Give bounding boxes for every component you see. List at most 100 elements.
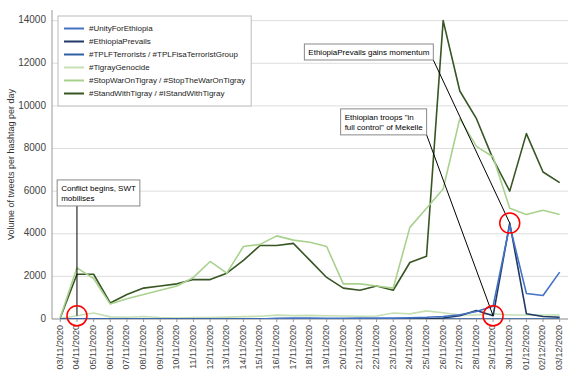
annotation-line: EthiopiaPrevails gains momentum xyxy=(308,48,429,57)
annotation-leader xyxy=(76,206,77,316)
annotation-text: Ethiopian troops "infull control" of Mek… xyxy=(345,113,424,132)
x-tick-label: 17/11/2020 xyxy=(288,325,298,369)
x-tick xyxy=(110,319,111,322)
legend-label: #StopWarOnTigray / #StopTheWarOnTigray xyxy=(89,76,245,85)
x-tick xyxy=(60,319,61,322)
x-tick-label: 26/11/2020 xyxy=(438,325,448,369)
x-tick xyxy=(343,319,344,322)
annotation-text: EthiopiaPrevails gains momentum xyxy=(308,48,429,57)
y-tick-label: 8000 xyxy=(24,142,47,153)
x-tick xyxy=(509,319,510,322)
annotation-box xyxy=(57,180,140,206)
annotations: Conflict begins, SWTmobilises Ethiopian t… xyxy=(57,44,520,326)
x-tick-label: 28/11/2020 xyxy=(471,325,481,369)
series-line xyxy=(60,21,559,318)
x-tick-label: 01/12/2020 xyxy=(521,325,531,370)
legend-label: #UnityForEthiopia xyxy=(89,24,153,33)
annotation-line: Conflict begins, SWT xyxy=(61,184,136,193)
x-tick xyxy=(176,319,177,322)
legend: #UnityForEthiopia #EthiopiaPrevails #TPLFT… xyxy=(58,16,251,106)
x-tick xyxy=(476,319,477,322)
y-axis-label: Volume of tweets per hashtag per day xyxy=(6,88,16,240)
legend-swatch xyxy=(64,54,84,56)
x-tick xyxy=(226,319,227,322)
legend-box xyxy=(58,16,251,106)
x-tick-label: 03/11/2020 xyxy=(55,325,65,369)
annotation-leader xyxy=(433,60,509,223)
x-tick-label: 11/11/2020 xyxy=(188,325,198,369)
series-line xyxy=(60,119,559,318)
x-tick xyxy=(310,319,311,322)
x-tick-label: 02/12/2020 xyxy=(537,325,547,370)
legend-label: #StandWithTigray / #IStandWithTigray xyxy=(89,89,224,98)
legend-swatch xyxy=(64,41,84,43)
legend-label: #EthiopiaPrevails xyxy=(89,37,151,46)
series-line xyxy=(60,311,559,318)
x-tick-label: 13/11/2020 xyxy=(221,325,231,369)
x-tick xyxy=(276,319,277,322)
y-tick-label: 4000 xyxy=(24,227,47,238)
grid xyxy=(52,21,568,319)
y-tick-label: 6000 xyxy=(24,185,47,196)
annotation: Ethiopian troops "infull control" of Mek… xyxy=(341,109,503,326)
annotation-box xyxy=(304,44,433,60)
x-tick-label: 25/11/2020 xyxy=(421,325,431,369)
legend-label: #TPLFTerrorists / #TPLFisaTerroristGroup xyxy=(89,50,238,59)
x-tick-label: 03/12/2020 xyxy=(554,325,564,370)
grid-line xyxy=(52,276,568,277)
grid-line xyxy=(52,148,568,149)
x-tick xyxy=(426,319,427,322)
annotation-circle xyxy=(500,213,520,233)
lines xyxy=(60,21,559,319)
x-tick-label: 21/11/2020 xyxy=(354,325,364,369)
x-tick xyxy=(493,319,494,322)
x-tick-label: 24/11/2020 xyxy=(404,325,414,369)
y-tick-label: 12000 xyxy=(18,57,46,68)
chart: 0200040006000800010000120001400003/11/20… xyxy=(0,0,580,381)
x-tick xyxy=(543,319,544,322)
x-tick xyxy=(443,319,444,322)
annotation-circle xyxy=(67,306,87,326)
x-tick xyxy=(376,319,377,322)
x-tick xyxy=(393,319,394,322)
series-line xyxy=(60,225,559,319)
x-tick-label: 18/11/2020 xyxy=(304,325,314,369)
annotation-line: full control" of Mekelle xyxy=(345,123,424,132)
x-tick xyxy=(160,319,161,322)
x-tick-label: 15/11/2020 xyxy=(254,325,264,369)
x-tick xyxy=(210,319,211,322)
annotation-line: Ethiopian troops "in xyxy=(345,113,414,122)
x-tick xyxy=(526,319,527,322)
x-tick xyxy=(359,319,360,322)
x-tick-label: 20/11/2020 xyxy=(338,325,348,369)
x-tick-label: 14/11/2020 xyxy=(238,325,248,369)
x-tick xyxy=(143,319,144,322)
y-tick-label: 14000 xyxy=(18,14,46,25)
legend-swatch xyxy=(64,93,84,95)
y-tick-label: 0 xyxy=(40,313,46,324)
x-tick xyxy=(243,319,244,322)
x-tick-label: 08/11/2020 xyxy=(138,325,148,369)
x-tick xyxy=(126,319,127,322)
grid-line xyxy=(52,233,568,234)
x-tick-label: 29/11/2020 xyxy=(487,325,497,369)
x-tick-label: 04/11/2020 xyxy=(71,325,81,369)
x-tick xyxy=(193,319,194,322)
x-tick-label: 06/11/2020 xyxy=(105,325,115,369)
annotation: Conflict begins, SWTmobilises xyxy=(57,180,140,326)
x-tick-label: 19/11/2020 xyxy=(321,325,331,369)
annotation-circle xyxy=(483,306,503,326)
x-tick xyxy=(409,319,410,322)
legend-swatch xyxy=(64,80,84,82)
x-tick-label: 30/11/2020 xyxy=(504,325,514,369)
legend-swatch xyxy=(64,28,84,30)
y-axis-line xyxy=(52,10,53,319)
x-tick-label: 22/11/2020 xyxy=(371,325,381,369)
x-tick-label: 09/11/2020 xyxy=(155,325,165,369)
x-tick xyxy=(76,319,77,322)
x-tick xyxy=(459,319,460,322)
x-tick-label: 10/11/2020 xyxy=(171,325,181,369)
x-tick-label: 16/11/2020 xyxy=(271,325,281,369)
legend-swatch xyxy=(64,67,84,69)
annotation-line: mobilises xyxy=(61,194,94,203)
